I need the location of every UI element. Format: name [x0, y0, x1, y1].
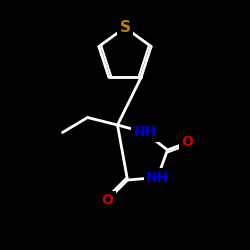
Text: O: O: [182, 136, 194, 149]
Text: S: S: [120, 20, 130, 35]
Text: NH: NH: [146, 170, 169, 184]
Text: NH: NH: [134, 126, 156, 140]
Text: O: O: [102, 193, 114, 207]
